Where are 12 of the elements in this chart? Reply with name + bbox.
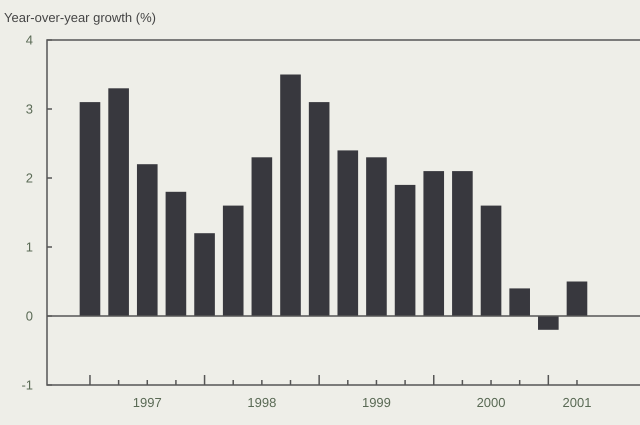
y-axis-title: Year-over-year growth (%): [4, 10, 156, 25]
y-tick-label: -1: [21, 378, 33, 393]
x-tick-label: 1999: [362, 395, 391, 410]
x-tick-label: 2001: [562, 395, 592, 410]
y-tick-label: 3: [26, 102, 33, 117]
y-tick-label: 4: [26, 32, 33, 48]
y-tick-label: 0: [26, 308, 33, 324]
y-tick-label: 2: [26, 170, 33, 186]
x-tick-label: 1997: [132, 395, 162, 410]
x-tick-label: 1998: [247, 395, 276, 410]
x-tick-label: 2000: [476, 395, 506, 410]
y-tick-label: 1: [26, 240, 33, 255]
